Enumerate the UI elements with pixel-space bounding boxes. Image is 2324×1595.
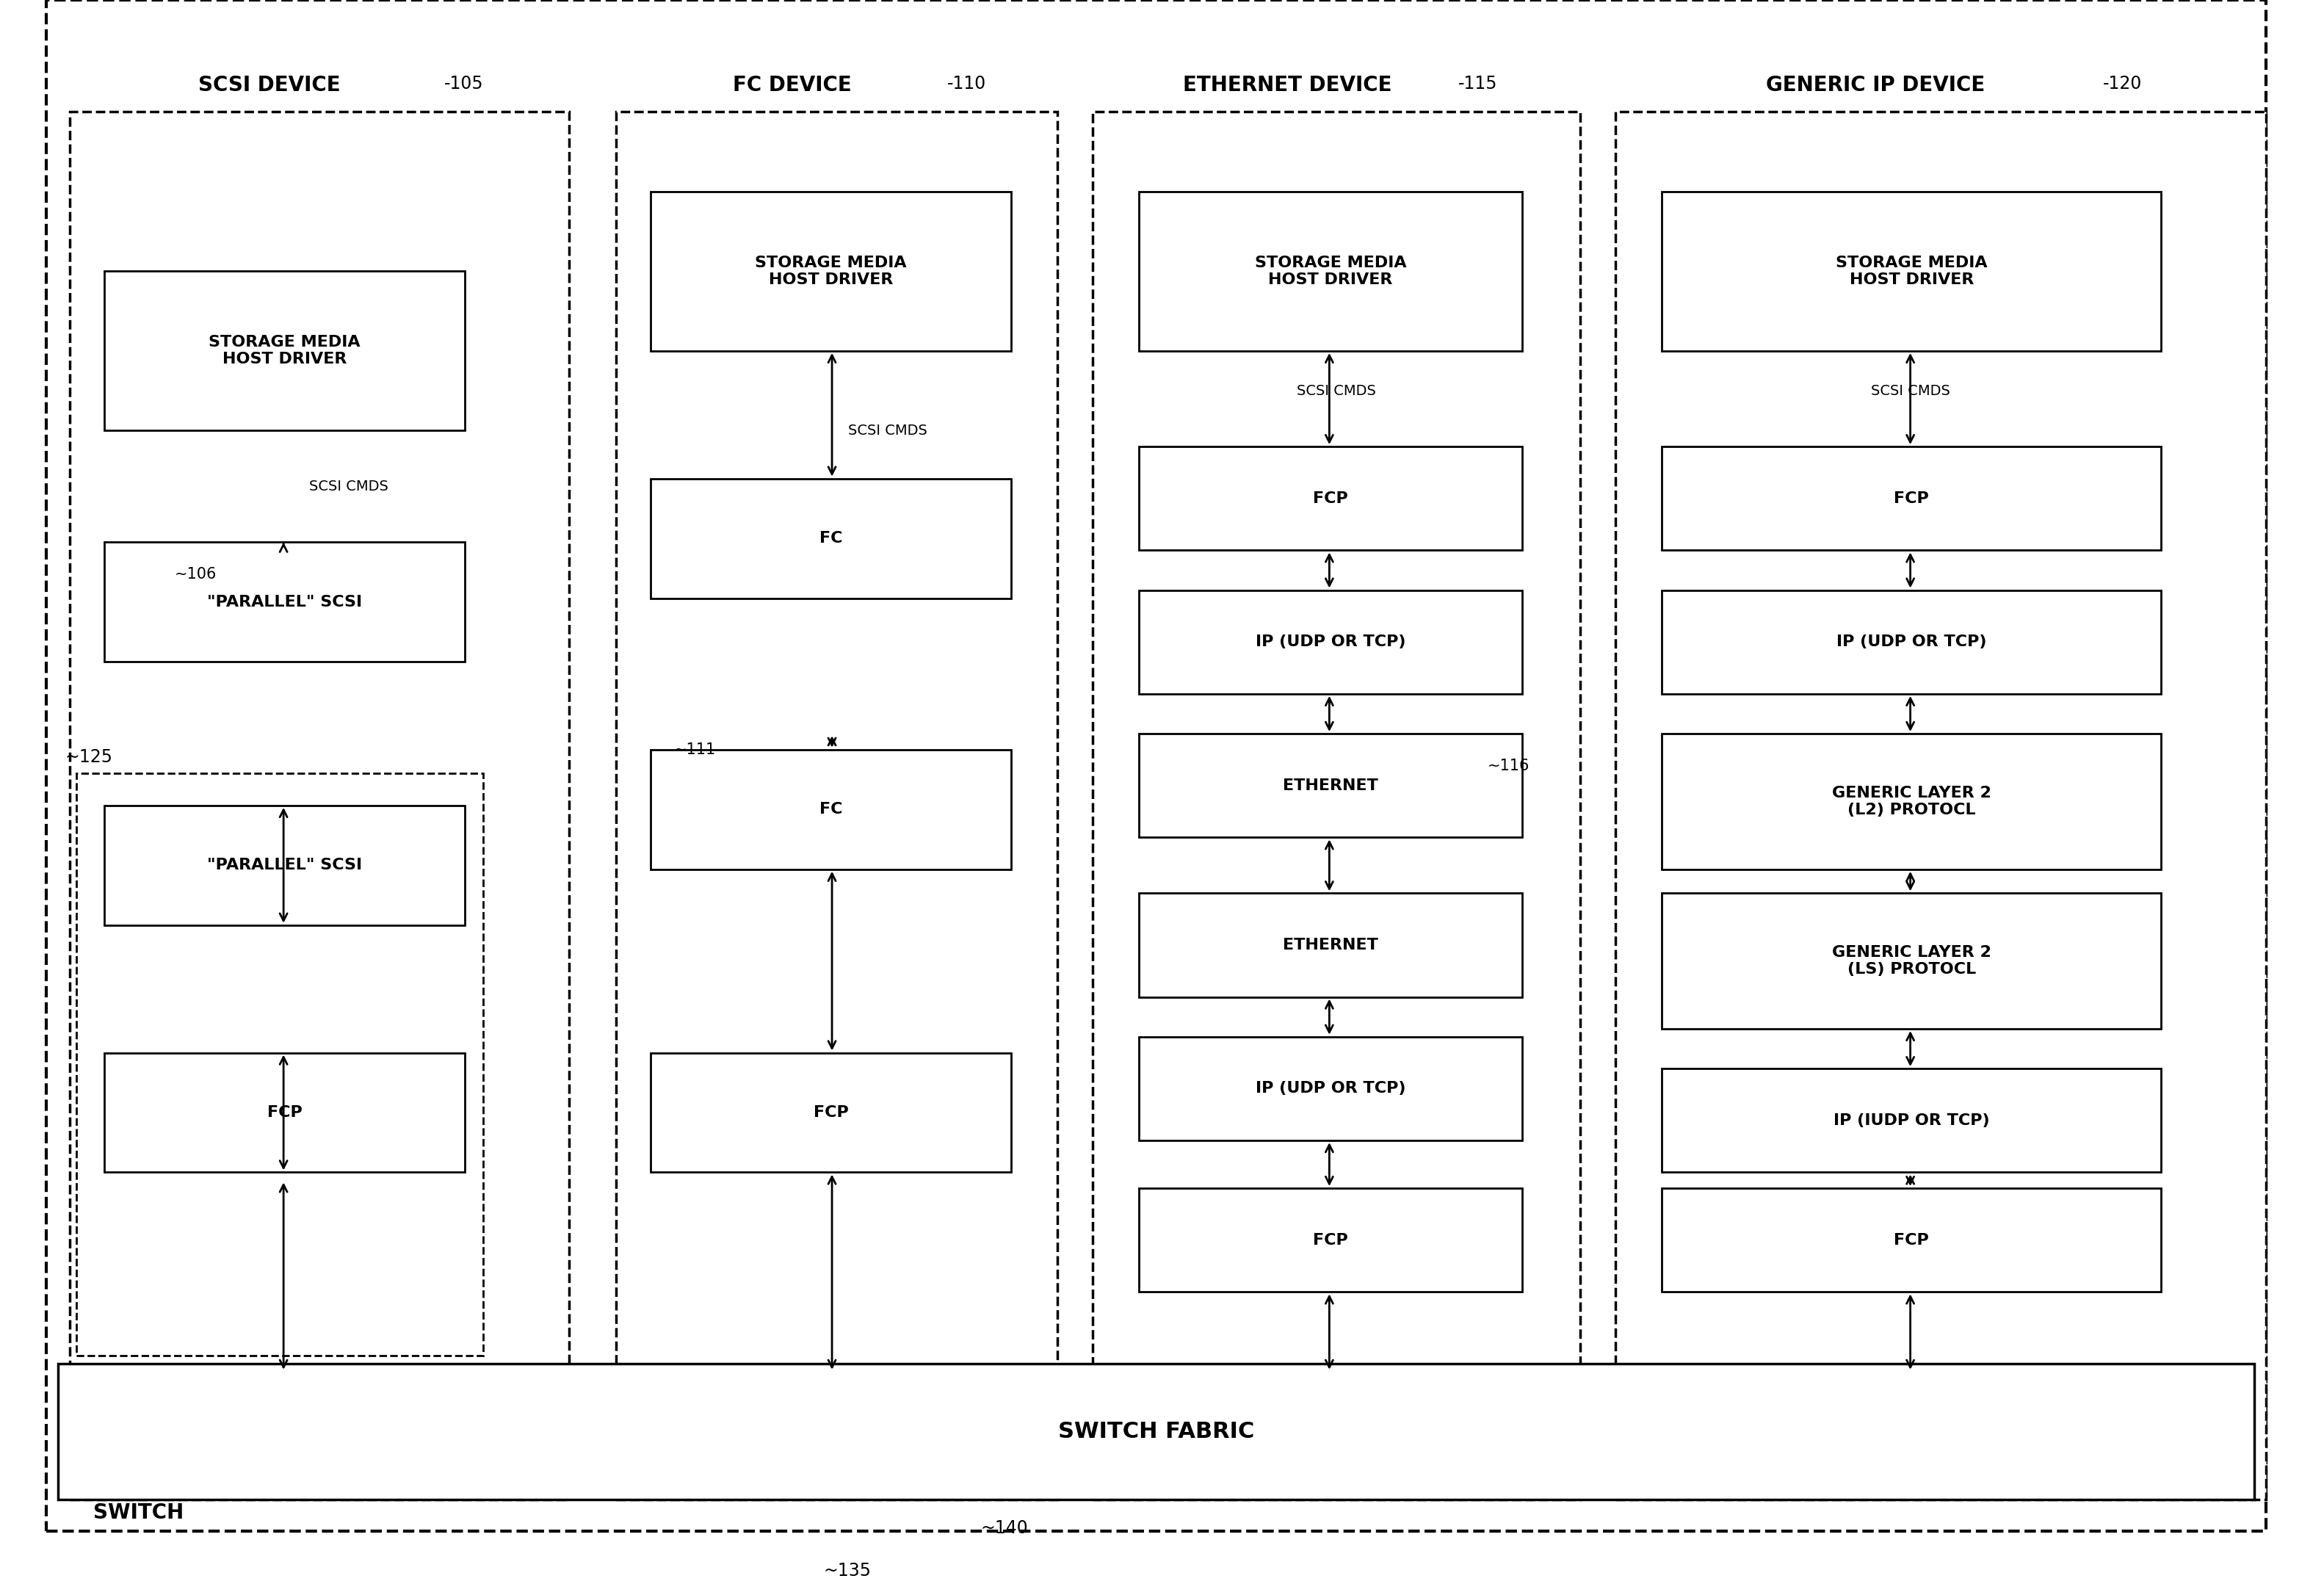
Text: ~135: ~135 (823, 1562, 872, 1581)
FancyBboxPatch shape (105, 1053, 465, 1172)
FancyBboxPatch shape (1139, 1037, 1522, 1140)
Text: ETHERNET DEVICE: ETHERNET DEVICE (1183, 75, 1392, 96)
FancyBboxPatch shape (105, 805, 465, 925)
Text: ~140: ~140 (981, 1518, 1027, 1538)
Text: IP (UDP OR TCP): IP (UDP OR TCP) (1836, 635, 1987, 649)
Text: ~116: ~116 (1487, 758, 1529, 774)
Text: IP (IUDP OR TCP): IP (IUDP OR TCP) (1834, 1113, 1989, 1128)
Text: ~106: ~106 (174, 566, 216, 582)
Text: ETHERNET: ETHERNET (1283, 938, 1378, 952)
Text: GENERIC LAYER 2
(L2) PROTOCL: GENERIC LAYER 2 (L2) PROTOCL (1831, 786, 1992, 817)
Text: GENERIC IP DEVICE: GENERIC IP DEVICE (1766, 75, 1985, 96)
FancyBboxPatch shape (1662, 590, 2161, 694)
Text: -105: -105 (444, 75, 483, 93)
Text: FC: FC (820, 802, 841, 817)
FancyBboxPatch shape (1092, 112, 1580, 1499)
Text: -120: -120 (2103, 75, 2143, 93)
Text: FC DEVICE: FC DEVICE (732, 75, 853, 96)
FancyBboxPatch shape (46, 0, 2266, 1531)
FancyBboxPatch shape (1662, 1188, 2161, 1292)
FancyBboxPatch shape (1662, 447, 2161, 550)
FancyBboxPatch shape (651, 478, 1011, 598)
FancyBboxPatch shape (651, 1053, 1011, 1172)
Text: IP (UDP OR TCP): IP (UDP OR TCP) (1255, 635, 1406, 649)
Text: FC: FC (820, 531, 841, 545)
Text: FCP: FCP (813, 1105, 848, 1120)
Text: IP (UDP OR TCP): IP (UDP OR TCP) (1255, 1081, 1406, 1096)
FancyBboxPatch shape (1139, 447, 1522, 550)
Text: SWITCH: SWITCH (93, 1502, 184, 1523)
FancyBboxPatch shape (1662, 191, 2161, 351)
Text: SCSI CMDS: SCSI CMDS (309, 480, 388, 493)
Text: FCP: FCP (1313, 491, 1348, 506)
FancyBboxPatch shape (105, 271, 465, 431)
FancyBboxPatch shape (1662, 1069, 2161, 1172)
Text: STORAGE MEDIA
HOST DRIVER: STORAGE MEDIA HOST DRIVER (1255, 255, 1406, 287)
Text: -115: -115 (1459, 75, 1497, 93)
FancyBboxPatch shape (651, 191, 1011, 351)
FancyBboxPatch shape (616, 112, 1057, 1499)
Text: ETHERNET: ETHERNET (1283, 778, 1378, 793)
Text: "PARALLEL" SCSI: "PARALLEL" SCSI (207, 858, 363, 872)
Text: SWITCH FABRIC: SWITCH FABRIC (1057, 1421, 1255, 1442)
Text: ~111: ~111 (674, 742, 716, 758)
FancyBboxPatch shape (1662, 734, 2161, 869)
FancyBboxPatch shape (70, 112, 569, 1499)
Text: ~125: ~125 (65, 748, 114, 766)
Text: FCP: FCP (267, 1105, 302, 1120)
FancyBboxPatch shape (1139, 734, 1522, 837)
FancyBboxPatch shape (1139, 191, 1522, 351)
FancyBboxPatch shape (105, 542, 465, 662)
Text: FCP: FCP (1313, 1233, 1348, 1247)
Text: SCSI CMDS: SCSI CMDS (1871, 384, 1950, 397)
FancyBboxPatch shape (1615, 112, 2266, 1499)
FancyBboxPatch shape (77, 774, 483, 1356)
Text: SCSI CMDS: SCSI CMDS (1297, 384, 1376, 397)
Text: STORAGE MEDIA
HOST DRIVER: STORAGE MEDIA HOST DRIVER (755, 255, 906, 287)
Text: STORAGE MEDIA
HOST DRIVER: STORAGE MEDIA HOST DRIVER (209, 335, 360, 367)
Text: GENERIC LAYER 2
(LS) PROTOCL: GENERIC LAYER 2 (LS) PROTOCL (1831, 946, 1992, 976)
Text: STORAGE MEDIA
HOST DRIVER: STORAGE MEDIA HOST DRIVER (1836, 255, 1987, 287)
FancyBboxPatch shape (1139, 590, 1522, 694)
Text: SCSI DEVICE: SCSI DEVICE (198, 75, 342, 96)
FancyBboxPatch shape (651, 750, 1011, 869)
Text: SCSI CMDS: SCSI CMDS (848, 424, 927, 437)
Text: "PARALLEL" SCSI: "PARALLEL" SCSI (207, 595, 363, 609)
Text: FCP: FCP (1894, 1233, 1929, 1247)
FancyBboxPatch shape (1139, 1188, 1522, 1292)
FancyBboxPatch shape (1662, 893, 2161, 1029)
FancyBboxPatch shape (1139, 893, 1522, 997)
Text: -110: -110 (948, 75, 985, 93)
Text: FCP: FCP (1894, 491, 1929, 506)
FancyBboxPatch shape (58, 1364, 2254, 1499)
